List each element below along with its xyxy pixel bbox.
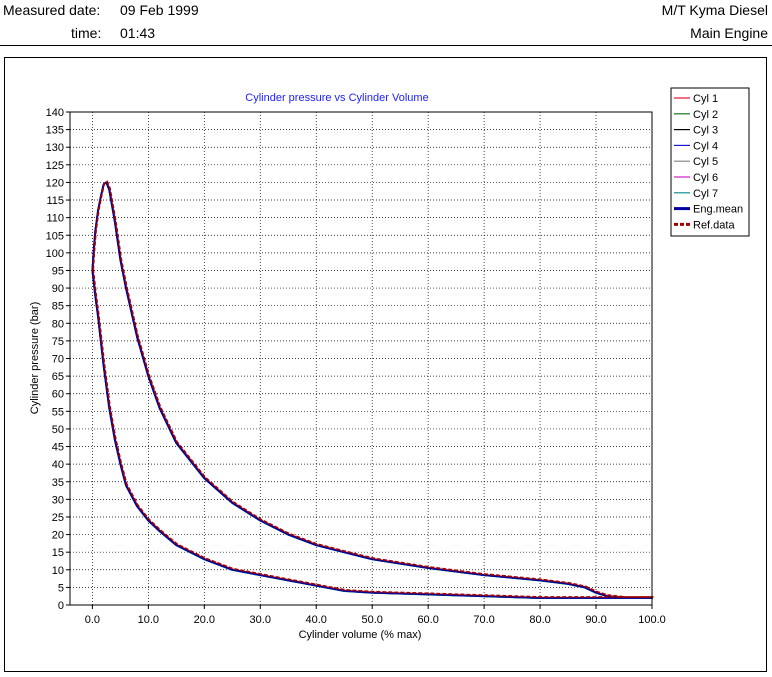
- y-tick-label: 85: [52, 301, 64, 313]
- plot-area-border: [69, 111, 653, 606]
- x-tick-label: 70.0: [473, 614, 494, 626]
- y-tick-label: 100: [46, 248, 64, 260]
- legend-label: Cyl 5: [693, 156, 718, 168]
- legend-label: Cyl 3: [693, 125, 718, 137]
- y-tick-label: 5: [58, 582, 64, 594]
- x-tick-label: 80.0: [529, 614, 550, 626]
- y-tick-label: 55: [52, 406, 64, 418]
- y-tick-label: 75: [52, 336, 64, 348]
- y-tick-label: 60: [52, 389, 64, 401]
- x-tick-label: 10.0: [138, 614, 159, 626]
- series-line-cyl-1: [92, 181, 654, 598]
- y-tick-label: 110: [46, 213, 64, 225]
- y-tick-label: 15: [52, 547, 64, 559]
- y-tick-label: 45: [52, 442, 64, 454]
- x-tick-label: 20.0: [194, 614, 215, 626]
- y-tick-label: 130: [46, 142, 64, 154]
- legend-label: Cyl 6: [693, 172, 718, 184]
- series-line-cyl-7: [91, 182, 653, 600]
- header-divider: [0, 45, 772, 46]
- y-tick-label: 40: [52, 459, 64, 471]
- legend-label: Ref.data: [693, 219, 735, 231]
- series-line-ref-data: [92, 180, 654, 598]
- y-axis-title: Cylinder pressure (bar): [29, 302, 41, 414]
- y-axis: 0 5 10 15 20 25 30 35 40 45 50 55 60 65 70 75 80 85 90 95 10…: [46, 107, 70, 612]
- measured-date-value: 09 Feb 1999: [120, 2, 199, 18]
- legend-label: Cyl 2: [693, 109, 718, 121]
- x-axis-title: Cylinder volume (% max): [299, 629, 422, 641]
- y-tick-label: 20: [52, 530, 64, 542]
- series-line-eng-mean: [91, 181, 653, 599]
- series-line-cyl-2: [92, 182, 653, 599]
- y-tick-label: 50: [52, 424, 64, 436]
- y-tick-label: 80: [52, 318, 64, 330]
- x-tick-label: 90.0: [585, 614, 606, 626]
- chart-frame: [4, 57, 767, 672]
- legend-label: Cyl 1: [693, 93, 718, 105]
- legend-label: Eng.mean: [693, 204, 743, 216]
- time-label: time:: [71, 25, 102, 41]
- x-axis: 0.0 10.0 20.0 30.0 40.0 50.0 60.0 70.0 80.0 90.0 1…: [85, 605, 666, 626]
- series-line-cyl-3: [91, 182, 653, 599]
- y-tick-label: 120: [46, 177, 64, 189]
- legend: Cyl 1 Cyl 2 Cyl 3 Cyl 4 Cyl 5 Cyl 6 Cyl 7 Eng.m…: [670, 87, 750, 237]
- y-tick-label: 90: [52, 283, 64, 295]
- chart-title: Cylinder pressure vs Cylinder Volume: [245, 92, 428, 104]
- y-tick-label: 95: [52, 265, 64, 277]
- y-tick-label: 115: [46, 195, 64, 207]
- time-value: 01:43: [120, 25, 156, 41]
- y-tick-label: 30: [52, 494, 64, 506]
- y-tick-label: 35: [52, 477, 64, 489]
- x-tick-label: 0.0: [85, 614, 100, 626]
- legend-label: Cyl 7: [693, 188, 718, 200]
- engine-name: Main Engine: [690, 25, 768, 41]
- legend-label: Cyl 4: [693, 140, 718, 152]
- x-tick-label: 40.0: [306, 614, 327, 626]
- measured-date-label: Measured date:: [3, 2, 101, 18]
- grid: [70, 112, 652, 605]
- y-tick-label: 105: [46, 230, 64, 242]
- vessel-name: M/T Kyma Diesel: [661, 2, 768, 18]
- y-tick-label: 25: [52, 512, 64, 524]
- y-tick-label: 0: [58, 600, 64, 612]
- y-tick-label: 140: [46, 107, 64, 119]
- y-tick-label: 65: [52, 371, 64, 383]
- legend-box: [670, 87, 750, 237]
- x-tick-label: 50.0: [361, 614, 382, 626]
- y-tick-label: 135: [46, 125, 64, 137]
- y-tick-label: 70: [52, 354, 64, 366]
- y-tick-label: 10: [52, 565, 64, 577]
- x-tick-label: 60.0: [417, 614, 438, 626]
- y-tick-label: 125: [46, 160, 64, 172]
- series-line-cyl-6: [92, 182, 654, 599]
- x-tick-label: 100.0: [638, 614, 666, 626]
- series-lines: [91, 180, 654, 600]
- x-tick-label: 30.0: [250, 614, 271, 626]
